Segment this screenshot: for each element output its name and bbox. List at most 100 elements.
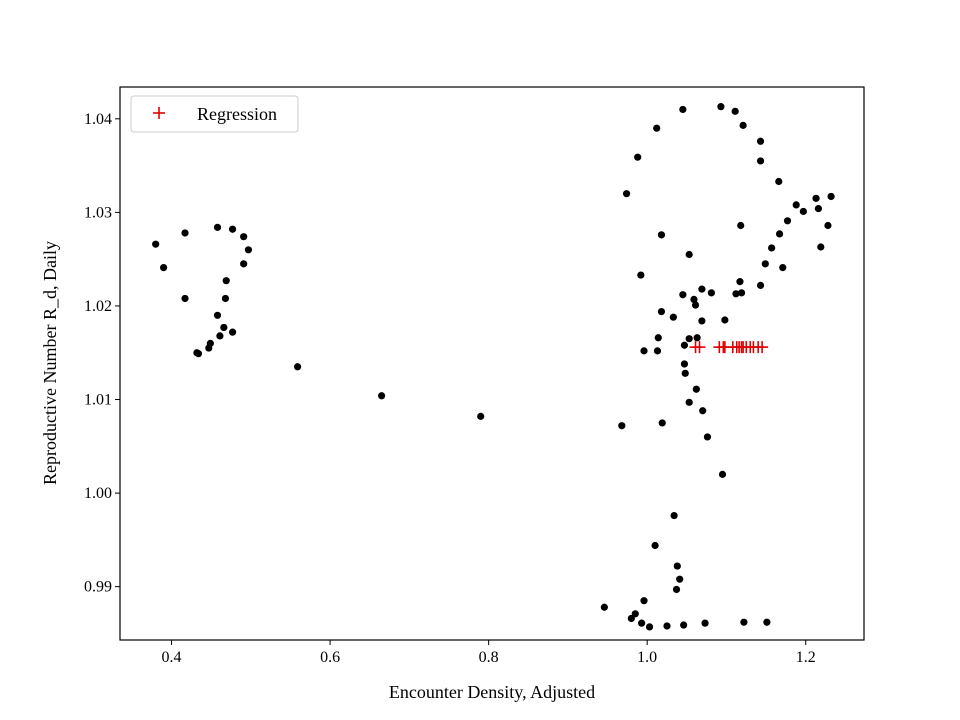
data-point bbox=[692, 385, 700, 393]
data-point bbox=[699, 407, 707, 415]
data-point bbox=[653, 347, 662, 355]
x-tick-label: 0.4 bbox=[162, 649, 182, 666]
data-point bbox=[477, 412, 485, 420]
data-point bbox=[721, 316, 729, 324]
data-point bbox=[634, 153, 642, 161]
data-point bbox=[812, 194, 820, 202]
legend-box bbox=[130, 95, 299, 133]
data-point bbox=[638, 619, 646, 627]
data-point bbox=[685, 398, 693, 406]
legend-label-regression: Regression bbox=[197, 104, 277, 124]
data-point bbox=[763, 618, 771, 626]
data-point bbox=[824, 221, 832, 230]
data-point bbox=[651, 541, 659, 550]
data-point bbox=[775, 177, 783, 186]
legend: Regression bbox=[130, 95, 299, 133]
data-point bbox=[740, 618, 748, 626]
data-point bbox=[693, 334, 701, 342]
data-point bbox=[731, 107, 739, 115]
data-point bbox=[756, 157, 765, 165]
y-tick-label: 1.01 bbox=[84, 392, 112, 409]
data-point bbox=[228, 225, 237, 233]
data-point bbox=[631, 610, 639, 618]
data-point bbox=[645, 623, 654, 631]
data-point bbox=[799, 207, 807, 216]
data-point bbox=[663, 622, 671, 630]
data-point bbox=[718, 470, 727, 478]
data-point bbox=[685, 335, 693, 343]
data-point bbox=[654, 334, 662, 342]
x-axis-label: Encounter Density, Adjusted bbox=[389, 682, 595, 702]
points-layer bbox=[152, 103, 835, 631]
data-point bbox=[600, 603, 608, 611]
data-point bbox=[220, 323, 228, 332]
data-point bbox=[378, 392, 386, 400]
plot-area-frame bbox=[119, 86, 865, 641]
data-point bbox=[779, 263, 787, 272]
x-tick-label: 0.8 bbox=[479, 649, 499, 666]
data-point bbox=[206, 339, 214, 347]
data-point bbox=[680, 360, 689, 368]
legend-marker-regression bbox=[153, 107, 165, 119]
legend-plus-marker bbox=[153, 107, 165, 119]
y-tick-label: 1.04 bbox=[84, 111, 112, 128]
data-point bbox=[637, 271, 645, 279]
data-point bbox=[676, 575, 684, 583]
regression-marker bbox=[756, 341, 769, 354]
data-point bbox=[814, 205, 823, 213]
data-point bbox=[181, 229, 189, 237]
data-point bbox=[640, 347, 648, 355]
data-point bbox=[679, 291, 687, 299]
data-point bbox=[679, 105, 687, 114]
data-point bbox=[817, 243, 825, 251]
data-point bbox=[739, 121, 747, 129]
data-point bbox=[737, 289, 746, 297]
ticks-layer: 0.4 0.6 0.8 1.0 1.2 0.99 1.00 1.01 1.02 1.03 1.04 bbox=[84, 111, 816, 666]
data-point bbox=[244, 246, 253, 254]
data-point bbox=[732, 290, 740, 298]
data-point bbox=[228, 328, 237, 336]
data-point bbox=[707, 289, 715, 297]
data-point bbox=[194, 350, 203, 358]
y-tick-label: 1.00 bbox=[84, 485, 112, 502]
data-point bbox=[222, 277, 230, 285]
x-tick-label: 1.0 bbox=[637, 649, 657, 666]
data-point bbox=[622, 190, 631, 198]
data-point bbox=[181, 294, 189, 303]
data-point bbox=[240, 233, 248, 241]
data-point bbox=[640, 597, 648, 605]
data-point bbox=[627, 614, 635, 623]
x-tick-label: 1.2 bbox=[796, 649, 816, 666]
data-point bbox=[756, 137, 765, 145]
data-point bbox=[673, 562, 681, 570]
x-tick-label: 0.6 bbox=[320, 649, 340, 666]
data-point bbox=[681, 369, 689, 377]
data-point bbox=[680, 621, 688, 629]
regression-marker bbox=[693, 341, 706, 354]
data-point bbox=[737, 221, 745, 230]
data-point bbox=[701, 619, 709, 627]
data-point bbox=[685, 250, 693, 259]
data-point bbox=[783, 217, 792, 225]
data-point bbox=[221, 294, 230, 303]
y-tick-label: 1.03 bbox=[84, 204, 112, 221]
data-point bbox=[658, 419, 666, 427]
data-point bbox=[240, 260, 248, 268]
data-point bbox=[293, 363, 302, 371]
data-point bbox=[213, 223, 222, 231]
data-point bbox=[703, 433, 712, 441]
data-point bbox=[756, 281, 765, 289]
data-point bbox=[680, 341, 689, 349]
data-point bbox=[672, 585, 681, 594]
data-point bbox=[717, 103, 725, 111]
data-point bbox=[160, 263, 168, 272]
data-point bbox=[827, 192, 835, 201]
y-tick-label: 0.99 bbox=[84, 579, 112, 596]
y-axis-label: Reproductive Number R_d, Daily bbox=[40, 241, 60, 485]
data-point bbox=[653, 124, 661, 132]
data-point bbox=[669, 313, 677, 321]
data-point bbox=[657, 231, 666, 239]
data-point bbox=[690, 295, 698, 304]
data-point bbox=[698, 317, 706, 325]
